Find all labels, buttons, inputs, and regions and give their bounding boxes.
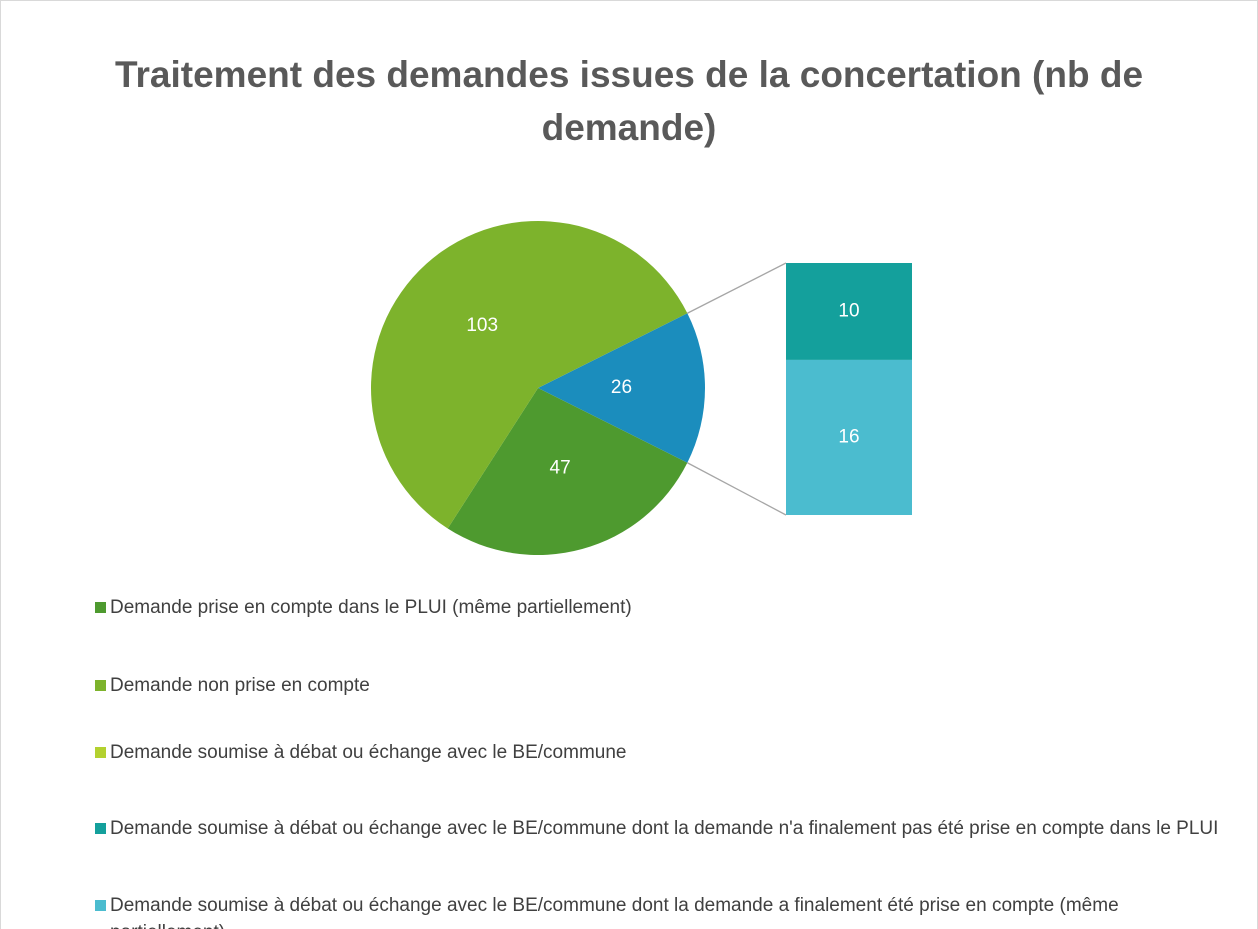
data-label: 103 [466,315,498,336]
data-label: 26 [611,377,632,398]
connector-line [687,462,787,516]
legend-item: Demande non prise en compte [95,672,1220,699]
pie-slice-other [538,313,706,463]
pie-slice [447,388,688,555]
legend-label: Demande soumise à débat ou échange avec … [110,895,1119,929]
data-label: 47 [550,458,571,479]
legend-swatch [95,747,106,758]
chart-title: Traitement des demandes issues de la con… [114,54,1144,148]
legend-label: Demande non prise en compte [110,675,370,696]
legend-label: Demande soumise à débat ou échange avec … [110,818,1219,839]
data-label: 16 [838,426,859,447]
bar-segment [786,359,912,515]
legend-label: Demande soumise à débat ou échange avec … [110,742,627,763]
legend-swatch [95,823,106,834]
legend-swatch [95,602,106,613]
pie-slice [371,221,688,529]
legend-item: Demande soumise à débat ou échange avec … [95,892,1220,929]
connector-line [687,262,787,314]
legend-swatch [95,900,106,911]
legend-swatch [95,680,106,691]
legend-label: Demande prise en compte dans le PLUI (mê… [110,597,632,618]
legend-item: Demande prise en compte dans le PLUI (mê… [95,594,1220,621]
bar-segment [786,263,912,360]
legend-item: Demande soumise à débat ou échange avec … [95,815,1220,842]
legend-item: Demande soumise à débat ou échange avec … [95,739,1220,766]
data-label: 10 [838,300,859,321]
